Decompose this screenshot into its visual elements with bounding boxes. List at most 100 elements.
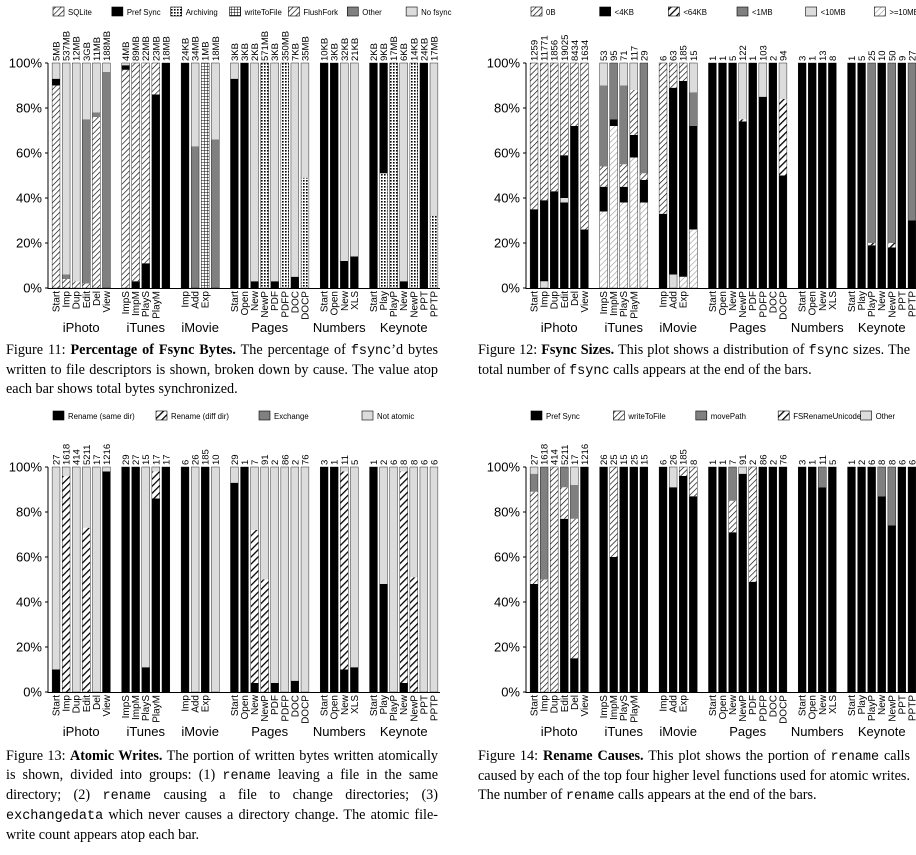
fig11-legend-label: Archiving [186,8,218,17]
fig13-y-tick-label: 60% [16,550,42,565]
fig13-bar-outline [82,466,91,693]
fig14-bar-outline [867,466,876,693]
fig13-bar-segment [419,467,428,692]
fig12-bar-outline [857,62,866,289]
fig11-legend-swatch [346,6,359,17]
fig13-bar-value-label: 185 [201,449,212,465]
fig12-bar-outline [758,62,767,289]
fig14-legend-swatch [530,410,543,421]
fig11-legend-swatch [229,6,241,17]
figure-12: 0B <4KB <64KB <1MB <10MB >=10MB 0% 20% 40% 60% 80%… [458,0,916,427]
fig12-legend-swatch [599,6,611,17]
fig13-bar-outline [429,466,439,693]
fig13-bar-segment [72,467,81,692]
fig14-bar-segment [738,467,747,474]
fig14-bar-outline [679,466,688,693]
fig13-bar-value-label: 26 [191,454,202,465]
fig11-bar-category-label: NewP [260,291,271,318]
fig13-bar-value-label: 6 [389,460,400,465]
fig11-bar-outline [399,62,408,289]
fig14-bar-segment [808,467,817,692]
fig13-bar-segment [250,467,259,530]
fig11-bar-value-label: 3KB [240,43,251,61]
fig14-bar-segment [798,467,807,692]
fig12-bar-category-label: Start [530,291,541,312]
fig11-legend-swatch [170,6,183,17]
fig12-bar-segment [570,126,579,288]
fig14-bar-value-label: 1216 [580,444,591,465]
fig11-bar-segment [330,63,339,288]
fig11-bar-segment [250,63,259,282]
fig13-bar-category-label: New [340,694,351,715]
fig13-bar-category-label: View [102,694,113,716]
fig12-bar-value-label: 5 [857,56,868,61]
fig11-legend-label: SQLite [68,8,92,17]
fig13-bar-outline [300,466,310,693]
fig14-bar-segment [599,467,608,692]
fig12-bar-segment [689,126,698,230]
fig13-chart: Rename (same dir) Rename (diff dir) Exchan… [9,410,440,739]
fig12-bar-value-label: 1259 [530,40,541,61]
fig14-bar-value-label: 11 [818,455,829,465]
fig12-bar-segment [599,85,608,167]
fig11-bar-segment [161,63,170,288]
fig11-bar-value-label: 23MB [151,36,162,61]
fig14-caption-text-1: This plot shows the portion of [643,748,831,764]
fig13-bar-category-label: Start [52,695,63,716]
fig12-bar-outline [887,62,896,289]
fig12-bar-segment [580,63,589,230]
fig11-bar-value-label: 7KB [290,43,301,61]
fig13-bar-value-label: 1 [330,460,341,465]
fig11-bar-segment [350,63,359,257]
fig14-bar-outline [847,466,856,693]
fig13-bar-category-label: Start [320,695,331,716]
fig11-bar-value-label: 18MB [211,36,222,61]
fig11-bar-value-label: 32KB [340,38,351,61]
fig13-bar-segment [350,667,359,692]
fig13-bar-segment [62,467,71,476]
fig14-bar-category-label: Add [669,695,680,713]
fig12-legend-swatch [530,6,543,17]
fig11-bar-segment [72,63,81,282]
fig13-bar-category-label: Del [92,695,103,710]
fig12-bar-category-label: New [728,290,739,311]
fig14-bar-category-label: PPT [897,695,908,714]
fig12-bar-category-label: Dup [550,291,561,310]
fig13-bar-outline [280,466,289,693]
fig12-bar-value-label: 19025 [560,35,571,61]
fig11-bar-outline [72,62,81,289]
fig11-bar-segment [301,63,309,178]
fig11-bar-segment [72,281,81,288]
fig14-bar-value-label: 25 [629,454,640,465]
fig11-group-label: Numbers [313,320,366,335]
fig12-bar-segment [887,243,896,248]
fig12-bar-segment [887,63,896,243]
fig13-bar-segment [211,467,220,692]
fig11-bar-category-label: PPTP [429,291,440,317]
fig12-group-label: Keynote [858,320,906,335]
fig11-bar-outline [260,62,269,289]
fig11-bar-category-label: PPT [419,291,430,310]
fig13-legend-swatch [361,410,374,421]
fig13-bar-category-label: Play [379,695,390,714]
fig13-bar-outline [72,466,81,693]
fig11-bar-segment [430,63,438,216]
fig12-bar-value-label: 8434 [570,40,581,61]
fig13-bar-value-label: 2 [379,460,390,465]
fig11-bar-value-label: 34MB [191,36,202,61]
fig12-bar-value-label: 122 [738,45,749,61]
fig11-bar-outline [190,62,200,289]
fig11-caption-text-2: ’d bytes written to file descriptors is … [6,342,438,397]
fig12-bar-value-label: 1 [748,56,759,61]
fig14-legend-label: FSRenameUnicode [793,412,861,421]
fig14-legend-swatch [695,410,708,421]
fig11-caption: Figure 11: Percentage of Fsync Bytes. Th… [6,341,438,399]
fig14-bar-value-label: 2 [748,460,759,465]
fig11-bar-outline [379,62,388,289]
fig12-bar-category-label: Start [847,291,858,312]
fig14-legend-swatch [613,410,625,421]
fig13-bar-outline [250,466,259,693]
fig12-legend-label: <10MB [821,8,846,17]
fig13-bar-segment [270,467,279,683]
fig13-bar-category-label: PPTP [429,695,440,721]
